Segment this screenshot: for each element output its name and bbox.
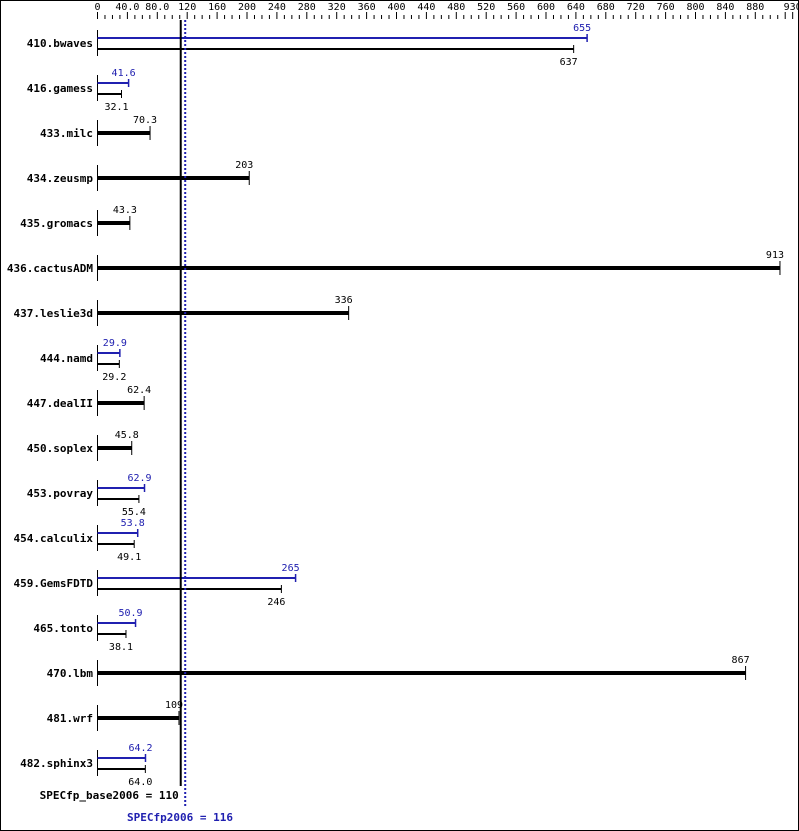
category-label: 454.calculix	[14, 532, 94, 545]
tick-label: 320	[328, 2, 346, 13]
tick-label: 40.0	[115, 2, 139, 13]
value-label-base: 29.2	[102, 372, 126, 383]
category-label: 435.gromacs	[20, 217, 93, 230]
value-label-peak: 50.9	[119, 608, 143, 619]
value-label-peak: 655	[573, 23, 591, 34]
category-label: 444.namd	[40, 352, 93, 365]
value-label-base: 38.1	[109, 642, 133, 653]
tick-label: 240	[268, 2, 286, 13]
category-label: 410.bwaves	[27, 37, 93, 50]
tick-label: 480	[447, 2, 465, 13]
value-label-peak: 29.9	[103, 338, 127, 349]
tick-label: 120	[178, 2, 196, 13]
tick-label: 440	[417, 2, 435, 13]
value-label-peak: 41.6	[112, 68, 136, 79]
category-label: 453.povray	[27, 487, 94, 500]
value-label-base: 32.1	[104, 102, 128, 113]
tick-label: 360	[358, 2, 376, 13]
tick-label: 400	[387, 2, 405, 13]
value-label-base: 246	[267, 597, 285, 608]
value-label-base: 70.3	[133, 115, 157, 126]
category-label: 450.soplex	[27, 442, 94, 455]
value-label-base: 45.8	[115, 430, 139, 441]
category-label: 465.tonto	[33, 622, 93, 635]
category-label: 459.GemsFDTD	[14, 577, 94, 590]
tick-label: 160	[208, 2, 226, 13]
category-label: 470.lbm	[47, 667, 94, 680]
value-label-base: 43.3	[113, 205, 137, 216]
tick-label: 800	[686, 2, 704, 13]
tick-label: 80.0	[145, 2, 169, 13]
tick-label: 560	[507, 2, 525, 13]
value-label-peak: 64.2	[128, 743, 152, 754]
tick-label: 640	[567, 2, 585, 13]
value-label-base: 49.1	[117, 552, 141, 563]
tick-label: 720	[627, 2, 645, 13]
value-label-base: 637	[560, 57, 578, 68]
value-label-base: 203	[235, 160, 253, 171]
category-label: 437.leslie3d	[14, 307, 93, 320]
ref-label-base: SPECfp_base2006 = 110	[40, 789, 179, 802]
category-label: 433.milc	[40, 127, 93, 140]
tick-label: 200	[238, 2, 256, 13]
value-label-base: 336	[335, 295, 353, 306]
tick-label: 880	[746, 2, 764, 13]
value-label-base: 55.4	[122, 507, 146, 518]
tick-label: 930	[784, 2, 799, 13]
value-label-peak: 62.9	[127, 473, 151, 484]
category-label: 447.dealII	[27, 397, 93, 410]
ref-label-peak: SPECfp2006 = 116	[127, 811, 233, 824]
value-label-base: 867	[732, 655, 750, 666]
value-label-base: 913	[766, 250, 784, 261]
tick-label: 0	[94, 2, 100, 13]
value-label-base: 109	[165, 700, 183, 711]
tick-label: 520	[477, 2, 495, 13]
category-label: 434.zeusmp	[27, 172, 94, 185]
value-label-base: 64.0	[128, 777, 152, 788]
value-label-base: 62.4	[127, 385, 151, 396]
tick-label: 840	[716, 2, 734, 13]
category-label: 416.gamess	[27, 82, 93, 95]
tick-label: 280	[298, 2, 316, 13]
value-label-peak: 265	[282, 563, 300, 574]
tick-label: 600	[537, 2, 555, 13]
category-label: 436.cactusADM	[7, 262, 93, 275]
tick-label: 680	[597, 2, 615, 13]
value-label-peak: 53.8	[121, 518, 145, 529]
category-label: 482.sphinx3	[20, 757, 93, 770]
tick-label: 760	[657, 2, 675, 13]
category-label: 481.wrf	[47, 712, 93, 725]
